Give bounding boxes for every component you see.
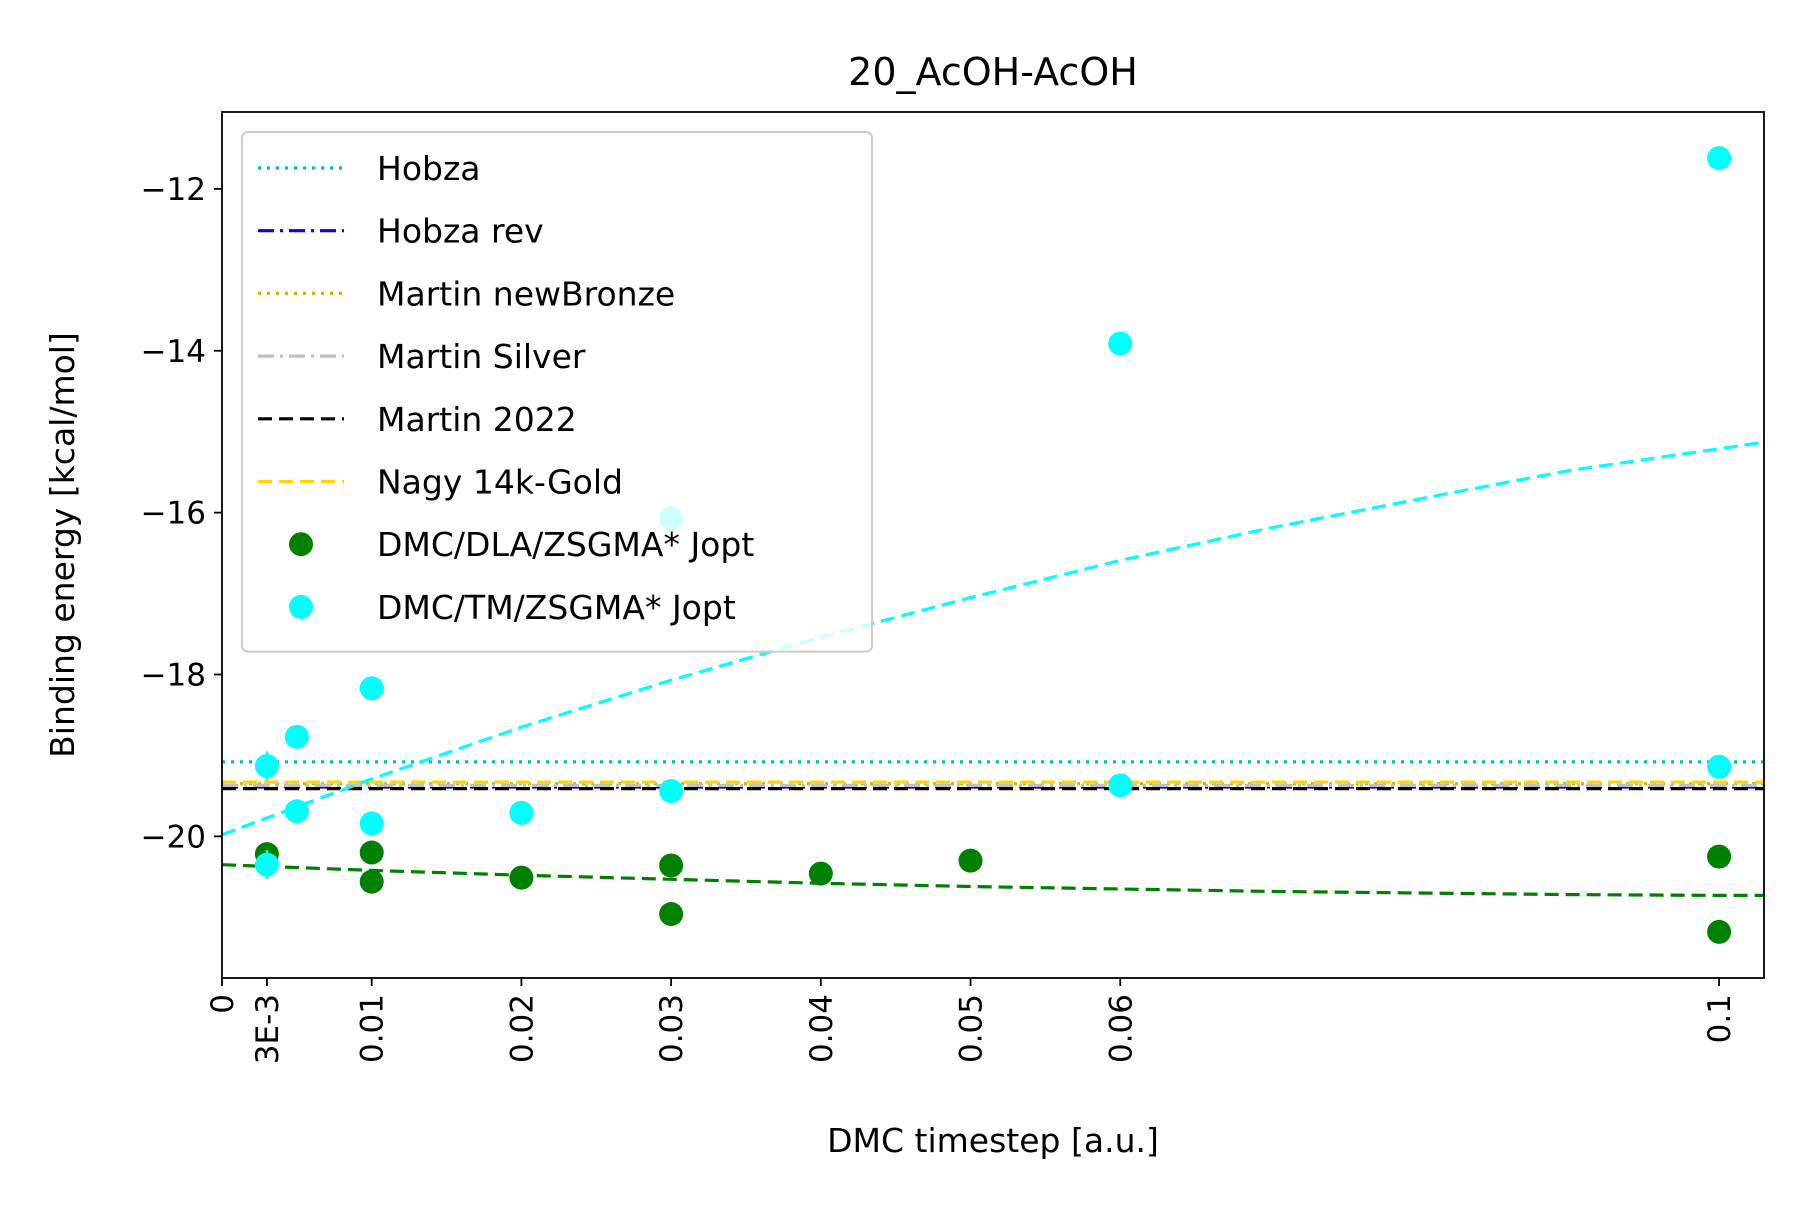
fit-curve-dmc-tm-zsgma-jopt (222, 440, 1764, 837)
data-point-dmc-tm-zsgma-jopt (1108, 331, 1133, 356)
data-point-dmc-tm-zsgma-jopt (359, 811, 384, 836)
data-point-dmc-dla-zsgma-jopt (359, 869, 384, 894)
y-axis-label: Binding energy [kcal/mol] (43, 332, 82, 758)
x-tick-label: 0.01 (355, 994, 391, 1063)
data-point-dmc-tm-zsgma-jopt (359, 676, 384, 701)
x-tick-label: 0.03 (654, 994, 690, 1063)
x-tick-label: 0.1 (1702, 994, 1738, 1043)
data-point-dmc-tm-zsgma-jopt (1707, 146, 1732, 171)
legend-label-martin-newbronze: Martin newBronze (377, 274, 675, 313)
x-tick-label: 0.05 (954, 994, 990, 1063)
legend-label-hobza-rev: Hobza rev (377, 212, 544, 251)
legend-swatch-dmc-dla-zsgma-jopt (289, 532, 313, 557)
data-point-dmc-tm-zsgma-jopt (509, 800, 534, 825)
legend-label-hobza: Hobza (377, 149, 481, 188)
x-axis-label: DMC timestep [a.u.] (827, 1121, 1159, 1160)
legend-box (241, 131, 873, 653)
x-axis: 0 3E-3 0.01 0.02 0.03 0.04 0.05 0.06 0.1 (205, 978, 1738, 1064)
legend: Hobza Hobza rev Martin newBronze Martin Sil… (241, 131, 873, 653)
legend-label-nagy-14k-gold: Nagy 14k-Gold (377, 463, 623, 502)
x-tick-label: 0.04 (804, 994, 840, 1063)
legend-swatch-dmc-tm-zsgma-jopt (289, 594, 313, 619)
y-tick-label: −14 (141, 334, 206, 370)
data-point-dmc-dla-zsgma-jopt (659, 902, 684, 927)
data-point-dmc-dla-zsgma-jopt (1707, 919, 1732, 944)
y-tick-label: −18 (141, 657, 206, 693)
data-point-dmc-dla-zsgma-jopt (1707, 844, 1732, 869)
legend-label-martin-2022: Martin 2022 (377, 400, 577, 439)
data-point-dmc-tm-zsgma-jopt (659, 779, 684, 804)
data-point-dmc-tm-zsgma-jopt (284, 799, 309, 824)
data-point-dmc-tm-zsgma-jopt (1707, 754, 1732, 779)
data-point-dmc-dla-zsgma-jopt (808, 861, 833, 886)
data-point-dmc-tm-zsgma-jopt (1108, 773, 1133, 798)
data-point-dmc-tm-zsgma-jopt (254, 753, 279, 778)
x-tick-label: 0 (205, 994, 241, 1014)
y-axis: −12 −14 −16 −18 −20 (141, 172, 222, 855)
plot-frame (221, 111, 1765, 979)
y-tick-label: −12 (141, 172, 206, 208)
data-point-dmc-dla-zsgma-jopt (359, 840, 384, 865)
data-point-dmc-dla-zsgma-jopt (509, 865, 534, 890)
y-tick-label: −20 (141, 819, 206, 855)
x-tick-label: 0.06 (1103, 994, 1139, 1063)
data-point-dmc-dla-zsgma-jopt (659, 853, 684, 878)
y-tick-label: −16 (141, 496, 206, 532)
data-point-dmc-tm-zsgma-jopt (284, 724, 309, 749)
data-point-dmc-dla-zsgma-jopt (958, 848, 983, 873)
fit-curve-dmc-dla-zsgma-jopt (222, 863, 1764, 897)
legend-label-dmc-dla-zsgma-jopt: DMC/DLA/ZSGMA* Jopt (377, 525, 754, 564)
data-point-dmc-tm-zsgma-jopt (254, 852, 279, 877)
chart-title: 20_AcOH-AcOH (848, 50, 1138, 94)
x-tick-label: 0.02 (504, 994, 540, 1063)
x-tick-label: 3E-3 (250, 994, 286, 1064)
legend-label-dmc-tm-zsgma-jopt: DMC/TM/ZSGMA* Jopt (377, 588, 736, 627)
legend-label-martin-silver: Martin Silver (377, 337, 586, 376)
